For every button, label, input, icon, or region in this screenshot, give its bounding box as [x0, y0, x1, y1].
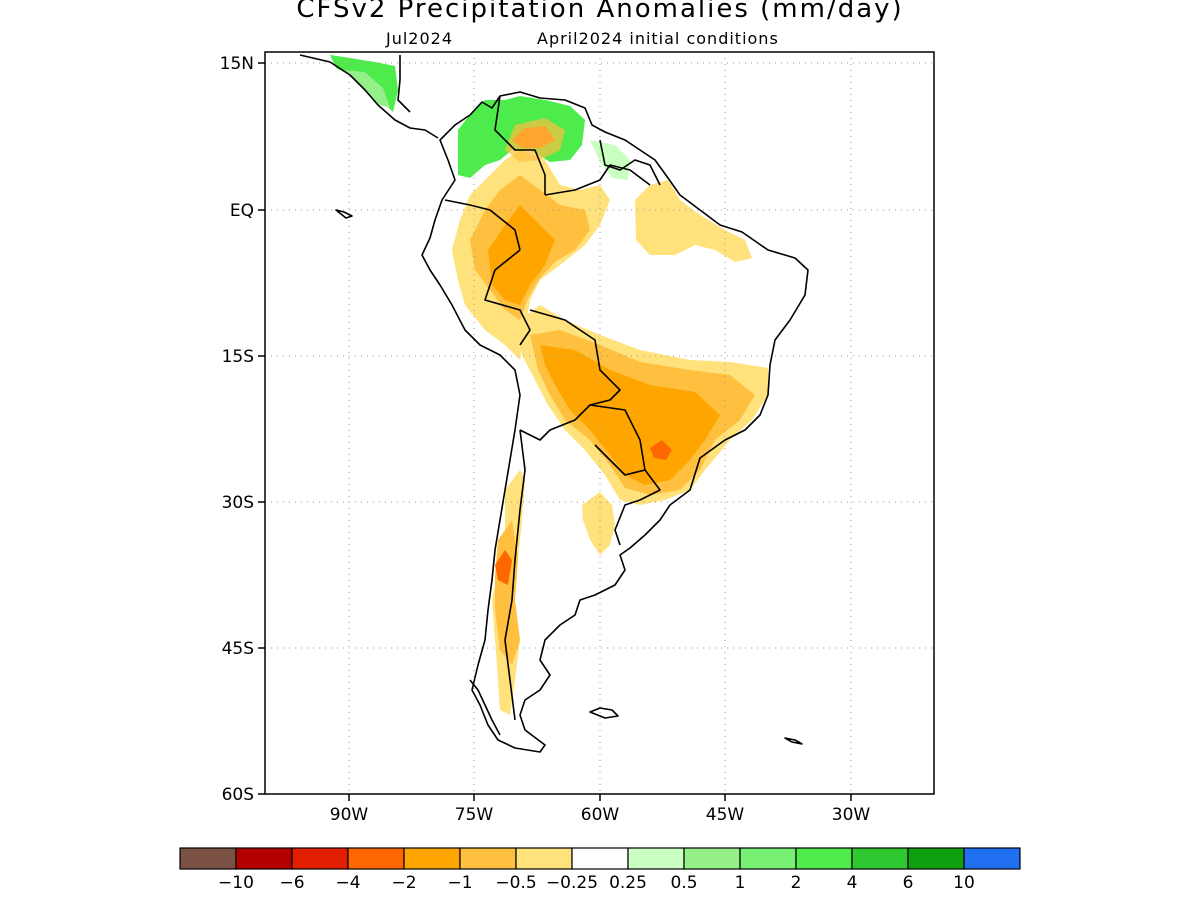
colorbar-swatch: [627, 847, 685, 870]
lon-label-30w: 30W: [832, 805, 871, 825]
south-georgia: [784, 737, 803, 745]
colorbar-tick-label: −1: [447, 873, 472, 893]
colorbar-tick-label: 0.25: [609, 873, 647, 893]
central-america-coastline: [299, 54, 439, 139]
colorbar-tick-label: 2: [791, 873, 802, 893]
colorbar-swatch: [403, 847, 461, 870]
lat-label-15s: 15S: [222, 347, 254, 367]
colorbar-tick-label: −6: [279, 873, 304, 893]
lon-label-75w: 75W: [455, 805, 494, 825]
anomaly-field: [330, 55, 768, 715]
colorbar-tick-label: −10: [218, 873, 254, 893]
border-argentina-chile: [504, 429, 526, 721]
colorbar-swatch: [291, 847, 349, 870]
lat-label-30s: 30S: [222, 493, 254, 513]
anomaly-wet-guianas: [590, 140, 630, 180]
colorbar-swatch: [459, 847, 517, 870]
colorbar-tick-label: −2: [391, 873, 416, 893]
longitude-labels: 90W 75W 60W 45W 30W: [330, 805, 871, 825]
colorbar-tick-label: 4: [847, 873, 858, 893]
lat-label-45s: 45S: [222, 639, 254, 659]
colorbar-swatch: [739, 847, 797, 870]
colorbar-swatch: [347, 847, 405, 870]
colorbar-swatch: [235, 847, 293, 870]
lat-label-60s: 60S: [222, 785, 254, 805]
lon-label-60w: 60W: [581, 805, 620, 825]
colorbar-tick-label: 6: [903, 873, 914, 893]
anomaly-dry-central-core: [540, 345, 720, 485]
colorbar-tick-label: 1: [735, 873, 746, 893]
anomaly-wet-central-america-light: [345, 70, 390, 108]
forecast-month: Jul2024: [386, 29, 454, 48]
anomaly-dry-peru: [488, 205, 555, 305]
colorbar-swatch: [179, 847, 237, 870]
galapagos: [335, 209, 353, 219]
border-uruguay: [614, 469, 661, 546]
colorbar-swatch: [963, 847, 1021, 870]
anomaly-dry-central-chile: [495, 550, 512, 585]
caribbean-coastline: [397, 55, 411, 113]
colorbar: −10 −6 −4 −2 −1 −0.5 −0.25 0.25 0.5 1 2 4 6 10: [179, 847, 1021, 893]
colorbar-swatch: [907, 847, 965, 870]
lon-label-45w: 45W: [706, 805, 745, 825]
colorbar-swatch: [851, 847, 909, 870]
lat-label-eq: EQ: [230, 201, 254, 221]
chiloe-archipelago: [469, 679, 501, 736]
lat-label-15n: 15N: [220, 54, 254, 74]
colorbar-tick-label: −4: [335, 873, 360, 893]
colorbar-swatch: [683, 847, 741, 870]
map-title: CFSv2 Precipitation Anomalies (mm/day): [296, 0, 904, 24]
initial-conditions: April2024 initial conditions: [537, 29, 779, 48]
colorbar-tick-label: −0.5: [495, 873, 536, 893]
border-colombia-peru: [444, 199, 521, 251]
border-guianas: [599, 139, 661, 186]
colorbar-swatch: [515, 847, 573, 870]
anomaly-dry-south-brazil-spot: [650, 440, 672, 460]
colorbar-swatch: [571, 847, 629, 870]
anomaly-dry-venezuela-ring: [505, 118, 565, 162]
border-colombia-venezuela: [494, 95, 546, 195]
border-brazil-west: [544, 164, 651, 196]
colorbar-swatch: [795, 847, 853, 870]
falkland-islands: [589, 707, 619, 719]
colorbar-tick-label: 10: [953, 873, 975, 893]
grid-lines: [265, 52, 934, 794]
axis-ticks: [258, 62, 852, 801]
border-peru-brazil: [484, 249, 531, 346]
border-bolivia: [519, 309, 621, 441]
colorbar-tick-label: −0.25: [546, 873, 598, 893]
latitude-labels: 15N EQ 15S 30S 45S 60S: [220, 54, 254, 805]
lon-label-90w: 90W: [330, 805, 369, 825]
anomaly-dry-ne-brazil: [635, 180, 752, 262]
south-america-coastline: [421, 91, 809, 753]
coastlines: [299, 54, 809, 753]
colorbar-tick-label: 0.5: [670, 873, 697, 893]
anomaly-dry-uruguay: [582, 492, 615, 555]
